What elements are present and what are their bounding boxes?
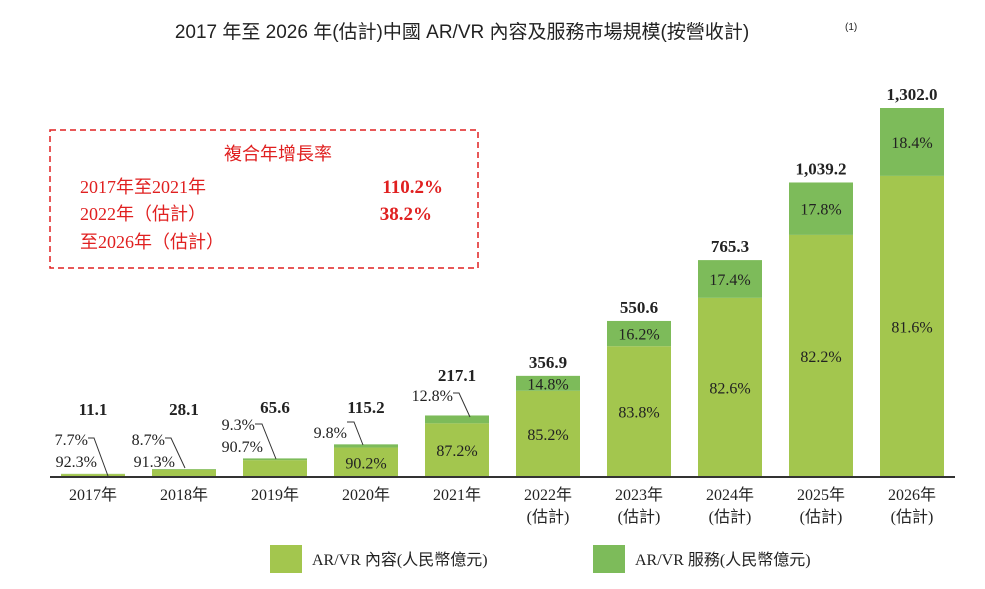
bar-services: [880, 108, 944, 176]
bar-group: 11.1 7.7% 92.3%: [55, 400, 125, 477]
bar-group: 765.3 17.4% 82.6%: [698, 237, 762, 477]
x-tick-label: (估計): [891, 508, 934, 526]
x-tick-label: 2020年: [342, 486, 390, 504]
x-tick-label: (估計): [527, 508, 570, 526]
x-tick-label: 2018年: [160, 486, 208, 504]
bar-content: [607, 346, 671, 477]
bar-content: [516, 390, 580, 477]
x-tick-label: 2019年: [251, 486, 299, 504]
services-share-label: 17.4%: [709, 272, 750, 289]
x-tick-label: 2026年: [888, 486, 936, 504]
x-tick-label: 2022年: [524, 486, 572, 504]
cagr-box-border: [49, 129, 479, 269]
bar-group: 217.1 12.8% 87.2%: [412, 366, 489, 477]
leader-line: [255, 423, 277, 460]
bar-content: [334, 447, 398, 477]
services-share-label: 17.8%: [800, 202, 841, 219]
title-footnote: (1): [845, 22, 857, 33]
leader-line: [88, 437, 109, 477]
total-label: 217.1: [438, 366, 476, 385]
x-tick-label: 2023年: [615, 486, 663, 504]
cagr-title: 複合年增長率: [224, 144, 332, 164]
bar-group: 356.9 14.8% 85.2%: [516, 353, 580, 477]
x-tick-label: 2017年: [69, 486, 117, 504]
legend-swatch-content: [270, 545, 302, 573]
x-tick-label: (估計): [709, 508, 752, 526]
bars: 11.1 7.7% 92.3% 28.18.7% 91.3% 65.6 9.3% 90.7% 1…: [55, 85, 944, 477]
bar-services: [334, 444, 398, 448]
x-tick-label: 2025年: [797, 486, 845, 504]
bar-content: [698, 297, 762, 477]
cagr-row-1-label: 2017年至2021年: [80, 177, 206, 197]
bar-group: 65.6 9.3% 90.7%: [222, 398, 307, 477]
x-tick-label: (估計): [618, 508, 661, 526]
content-share-label: 90.2%: [345, 455, 386, 472]
bar-group: 1,302.0 18.4% 81.6%: [880, 85, 944, 477]
services-share-label: 7.7%: [55, 432, 88, 449]
bar-services: [425, 415, 489, 424]
bar-content: [880, 175, 944, 477]
bar-content: [61, 474, 125, 477]
services-share-label: 14.8%: [527, 376, 568, 393]
chart-title: 2017 年至 2026 年(估計)中國 AR/VR 內容及服務市場規模(按營收…: [175, 21, 749, 43]
bar-services: [243, 458, 307, 461]
services-share-label: 8.7%: [132, 432, 165, 449]
total-label: 11.1: [79, 400, 108, 419]
total-label: 65.6: [260, 398, 290, 417]
x-ticks: 2017年 2018年 2019年 2020年 2021年 2022年 (估計) 2023年 (…: [69, 486, 936, 526]
legend: AR/VR 內容(人民幣億元) AR/VR 服務(人民幣億元): [270, 545, 811, 573]
bar-services: [789, 182, 853, 235]
content-share-label: 82.2%: [800, 349, 841, 366]
legend-swatch-services: [593, 545, 625, 573]
total-label: 1,039.2: [796, 159, 847, 178]
total-label: 550.6: [620, 298, 658, 317]
cagr-row-2-label: 2022年（估計）: [80, 204, 206, 224]
bar-content: [789, 234, 853, 477]
x-tick-label: (估計): [800, 508, 843, 526]
bar-content: [243, 460, 307, 477]
content-share-label: 83.8%: [618, 405, 659, 422]
legend-label-content: AR/VR 內容(人民幣億元): [312, 551, 488, 569]
bar-services: [516, 375, 580, 391]
total-label: 115.2: [347, 398, 384, 417]
services-share-label: 18.4%: [891, 135, 932, 152]
content-share-label: 82.6%: [709, 380, 750, 397]
content-share-label: 90.7%: [222, 439, 263, 456]
content-share-label: 85.2%: [527, 427, 568, 444]
bar-services: [607, 320, 671, 347]
leader-line: [453, 392, 471, 418]
cagr-row-1-value: 110.2%: [382, 177, 443, 198]
total-label: 28.1: [169, 400, 199, 419]
leader-line: [347, 421, 364, 446]
services-share-label: 9.8%: [314, 425, 347, 442]
cagr-row-3-label: 至2026年（估計）: [80, 232, 224, 252]
bar-group: 550.6 16.2% 83.8%: [607, 298, 671, 477]
bar-services: [698, 260, 762, 298]
content-share-label: 91.3%: [134, 454, 175, 471]
services-share-label: 16.2%: [618, 327, 659, 344]
bar-group: 115.29.8% 90.2%: [314, 398, 398, 477]
bar-content: [152, 469, 216, 477]
content-share-label: 87.2%: [436, 443, 477, 460]
total-label: 1,302.0: [887, 85, 938, 104]
services-share-label: 9.3%: [222, 417, 255, 434]
x-tick-label: 2021年: [433, 486, 481, 504]
bar-content: [425, 423, 489, 477]
content-share-label: 92.3%: [56, 454, 97, 471]
legend-label-services: AR/VR 服務(人民幣億元): [635, 551, 811, 569]
bar-services: [152, 469, 216, 470]
content-share-label: 81.6%: [891, 319, 932, 336]
services-share-label: 12.8%: [412, 388, 453, 405]
x-tick-label: 2024年: [706, 486, 754, 504]
cagr-box: 複合年增長率 2017年至2021年 110.2% 2022年（估計） 38.2…: [49, 129, 479, 269]
leader-line: [165, 437, 186, 469]
total-label: 765.3: [711, 237, 749, 256]
bar-group: 1,039.2 17.8% 82.2%: [789, 159, 853, 477]
bar-group: 28.18.7% 91.3%: [132, 400, 216, 477]
total-label: 356.9: [529, 353, 567, 372]
cagr-row-2-value: 38.2%: [380, 204, 432, 225]
